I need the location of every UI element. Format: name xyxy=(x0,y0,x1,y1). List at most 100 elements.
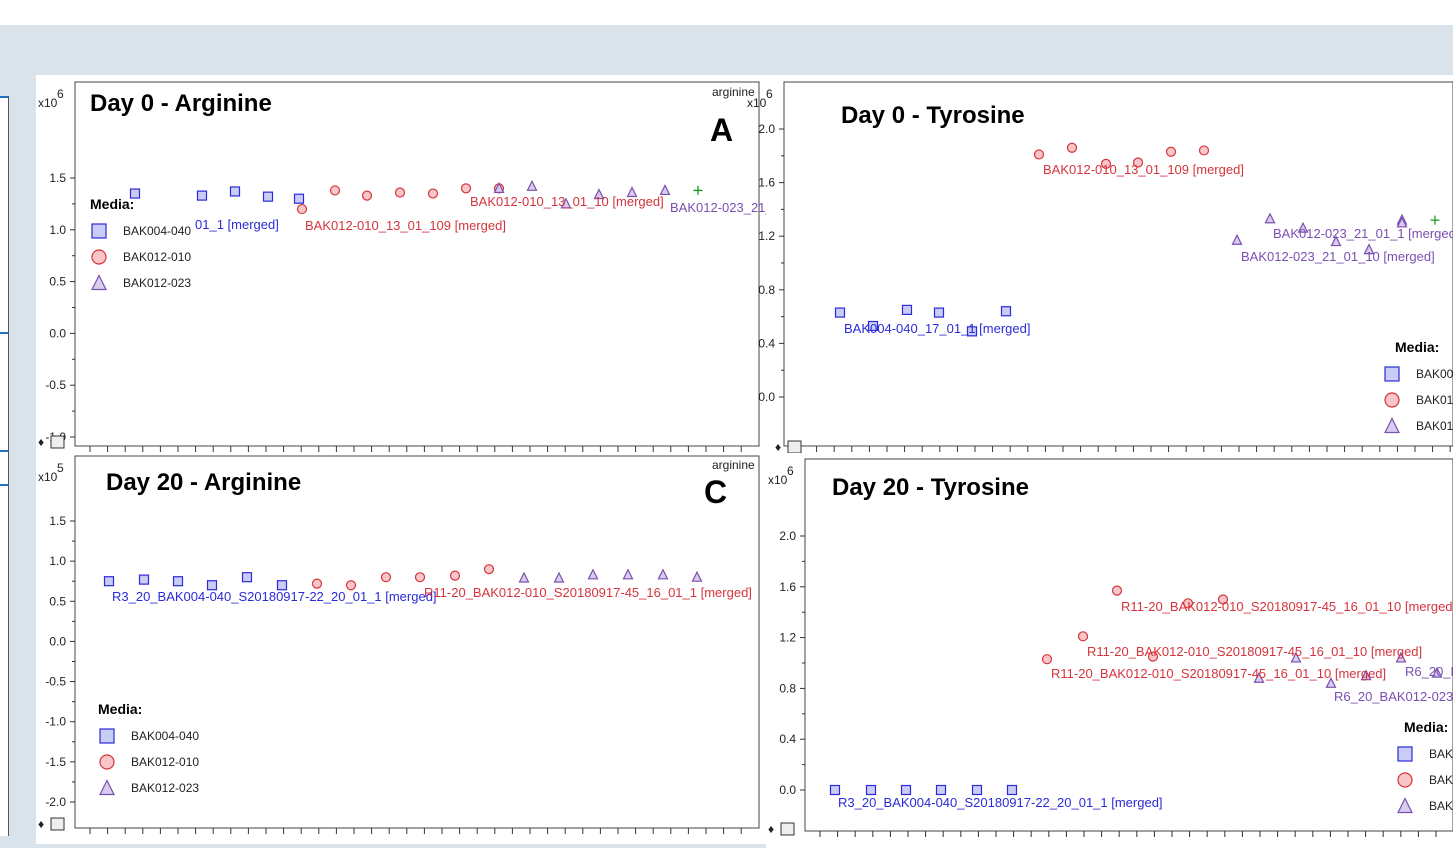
y-tick-label: 0.0 xyxy=(758,390,775,404)
data-point-square xyxy=(196,190,208,201)
legend-marker xyxy=(1397,746,1413,762)
data-point-circle xyxy=(1066,142,1078,153)
y-tick-label: 0.4 xyxy=(758,336,775,350)
y-exponent-label: 6 xyxy=(787,464,794,478)
scroll-arrows-icon: ♦ xyxy=(38,435,44,449)
data-point-square xyxy=(206,580,218,591)
y-tick-label: 1.5 xyxy=(49,514,66,528)
plot-frame xyxy=(74,455,760,829)
y-exponent-label: 6 xyxy=(766,87,773,101)
data-point-triangle xyxy=(553,571,565,583)
data-point-triangle xyxy=(657,568,669,580)
data-point-triangle xyxy=(1330,235,1342,247)
data-point-circle xyxy=(414,572,426,583)
legend-entry: BAKC xyxy=(1429,799,1453,813)
panel-letter: A xyxy=(710,112,733,148)
point-annotation: R6_20_BAK012-023_S2 xyxy=(1334,689,1453,704)
y-tick-label: 0.0 xyxy=(49,326,66,340)
data-point-triangle xyxy=(1290,651,1302,663)
y-exponent-label: 6 xyxy=(57,87,64,101)
point-annotation: R11-20_BAK012-010_S20180917-45_16_01_10 … xyxy=(1121,599,1453,614)
data-point-circle xyxy=(361,190,373,201)
y-tick-label: 1.0 xyxy=(49,223,66,237)
data-point-circle xyxy=(1111,585,1123,596)
scroll-arrows-icon: ♦ xyxy=(775,440,781,454)
data-point-triangle xyxy=(659,184,671,196)
corner-label: arginine xyxy=(712,85,755,99)
data-point-circle xyxy=(1100,158,1112,169)
zoom-control-icon xyxy=(787,440,802,454)
data-point-circle xyxy=(296,203,308,215)
data-point-triangle xyxy=(691,570,703,582)
point-annotation: R3_20_BAK004-040_S20180917-22_20_01_1 [m… xyxy=(112,589,437,604)
data-point-square xyxy=(129,188,141,199)
zoom-control-icon xyxy=(50,817,65,831)
data-point-square xyxy=(229,186,241,197)
y-multiplier-label: x10 xyxy=(38,470,58,484)
data-point-triangle xyxy=(593,188,605,200)
data-point-circle xyxy=(483,564,495,575)
data-point-circle xyxy=(380,572,392,583)
data-point-triangle xyxy=(1363,243,1375,255)
point-annotation: R3_20_BAK004-040_S20180917-22_20_01_1 [m… xyxy=(838,795,1163,810)
legend-entry: BAK01 xyxy=(1416,393,1453,407)
data-point-triangle xyxy=(1360,669,1372,681)
data-point-triangle xyxy=(1396,216,1408,228)
zoom-control-icon xyxy=(50,435,65,449)
legend-entry: BAKC xyxy=(1429,773,1453,787)
point-annotation: BAK012-023_21_01_1 [merged] xyxy=(1273,226,1453,241)
point-annotation: BAK012-010_13_01_109 [merged] xyxy=(305,218,506,233)
y-tick-label: 1.0 xyxy=(49,554,66,568)
data-point-circle xyxy=(427,188,439,199)
data-point-square xyxy=(935,784,947,796)
legend-marker xyxy=(1397,772,1413,788)
data-point-triangle xyxy=(518,571,530,583)
y-tick-label: 0.0 xyxy=(49,634,66,648)
y-tick-label: 0.5 xyxy=(49,594,66,608)
y-tick-label: 0.5 xyxy=(49,275,66,289)
data-point-square xyxy=(103,576,115,587)
y-exponent-label: 5 xyxy=(57,461,64,475)
data-point-circle xyxy=(1198,145,1210,156)
y-tick-label: 0.0 xyxy=(779,783,796,797)
data-point-circle xyxy=(329,185,341,196)
legend-marker xyxy=(91,274,107,291)
y-tick-label: -0.5 xyxy=(45,378,66,392)
point-annotation: BAK012-023_21_01_10 [merged] xyxy=(1241,249,1435,264)
data-point-triangle xyxy=(1264,212,1276,224)
y-tick-label: 1.2 xyxy=(758,229,775,243)
data-point-triangle xyxy=(560,197,572,209)
data-point-square xyxy=(865,784,877,796)
data-point-triangle xyxy=(626,186,638,198)
plot-frame xyxy=(783,81,1453,447)
data-point-triangle xyxy=(526,179,538,191)
data-point-triangle xyxy=(622,568,634,580)
chart-title: Day 0 - Arginine xyxy=(90,90,272,117)
data-point-triangle xyxy=(1325,676,1337,688)
data-point-triangle xyxy=(1395,651,1407,663)
data-point-square xyxy=(867,320,879,332)
point-annotation: BAK004-040_17_01_1 [merged] xyxy=(844,321,1030,336)
data-point-circle xyxy=(1132,157,1144,168)
legend-marker xyxy=(91,249,107,265)
y-tick-label: 0.8 xyxy=(758,283,775,297)
data-point-square xyxy=(1006,784,1018,796)
data-point-square xyxy=(971,784,983,796)
plot-frame xyxy=(74,81,760,447)
panel-letter: C xyxy=(704,474,727,510)
point-annotation: 01_1 [merged] xyxy=(195,217,279,232)
y-tick-label: 0.8 xyxy=(779,681,796,695)
zoom-control-icon xyxy=(780,822,795,836)
legend-marker xyxy=(1384,366,1400,382)
scroll-arrows-icon: ♦ xyxy=(768,822,774,836)
y-tick-label: 1.5 xyxy=(49,171,66,185)
y-tick-label: 2.0 xyxy=(758,122,775,136)
data-point-circle xyxy=(460,183,472,194)
data-point-triangle xyxy=(1297,221,1309,233)
legend-marker xyxy=(99,754,115,770)
chart-title: Day 20 - Arginine xyxy=(106,469,301,496)
y-tick-label: 1.6 xyxy=(779,580,796,594)
